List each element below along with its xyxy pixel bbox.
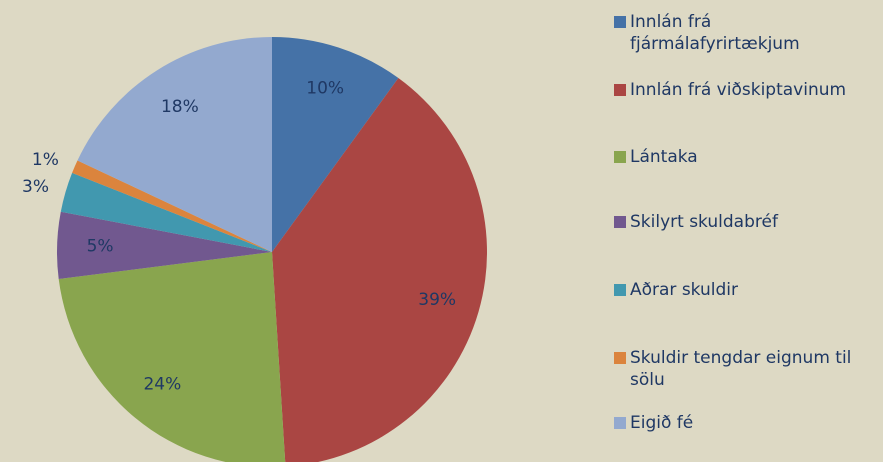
legend-item: Eigið fé xyxy=(614,412,876,434)
legend-swatch xyxy=(614,216,626,228)
legend-item: Lántaka xyxy=(614,146,876,168)
pie-slice xyxy=(58,252,286,462)
legend-label: Aðrar skuldir xyxy=(630,280,739,300)
legend-item: Aðrar skuldir xyxy=(614,279,876,301)
legend-label: Innlán frá fjármálafyrirtækjum xyxy=(630,12,800,54)
legend-label: Lántaka xyxy=(630,147,698,167)
legend-item: Skuldir tengdar eignum til sölu xyxy=(614,347,876,391)
legend-label: Skuldir tengdar eignum til sölu xyxy=(630,348,852,390)
data-label: 10% xyxy=(306,78,344,98)
legend-swatch xyxy=(614,151,626,163)
data-label: 5% xyxy=(87,237,114,257)
legend-label: Skilyrt skuldabréf xyxy=(630,212,778,232)
legend-swatch xyxy=(614,284,626,296)
data-label: 3% xyxy=(22,177,49,197)
legend-item: Innlán frá viðskiptavinum xyxy=(614,79,876,101)
pie-slice xyxy=(272,78,487,462)
data-label: 39% xyxy=(418,290,456,310)
legend-label: Eigið fé xyxy=(630,413,694,433)
data-label: 18% xyxy=(161,97,199,117)
pie-slice xyxy=(272,37,399,252)
pie-slice xyxy=(77,37,272,252)
pie-slice xyxy=(56,211,272,279)
legend-swatch xyxy=(614,417,626,429)
data-label: 1% xyxy=(32,150,59,170)
pie-slice xyxy=(60,172,272,252)
legend-swatch xyxy=(614,352,626,364)
legend-label: Innlán frá viðskiptavinum xyxy=(630,80,847,100)
data-label: 24% xyxy=(143,375,181,395)
legend-swatch xyxy=(614,16,626,28)
legend-swatch xyxy=(614,84,626,96)
pie-slice xyxy=(72,160,272,252)
legend-item: Innlán frá fjármálafyrirtækjum xyxy=(614,11,876,55)
legend-item: Skilyrt skuldabréf xyxy=(614,211,876,233)
